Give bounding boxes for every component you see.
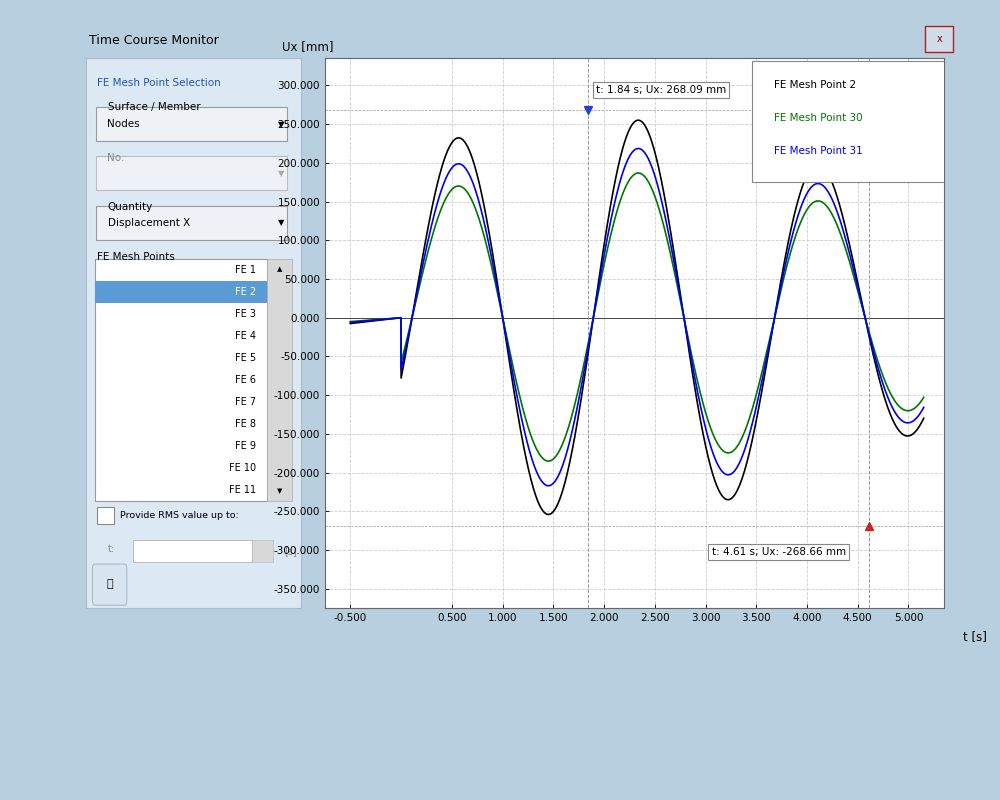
Text: Quantity: Quantity [108, 202, 153, 212]
FancyBboxPatch shape [92, 564, 127, 606]
Text: Displacement X: Displacement X [108, 218, 190, 228]
Text: Time Course Monitor: Time Course Monitor [89, 34, 218, 47]
Text: ▼: ▼ [278, 218, 285, 227]
Text: Provide RMS value up to:: Provide RMS value up to: [120, 511, 239, 520]
Text: FE 11: FE 11 [229, 485, 256, 495]
FancyBboxPatch shape [95, 259, 267, 501]
Text: FE 9: FE 9 [235, 441, 256, 451]
Text: t: 1.84 s; Ux: 268.09 mm: t: 1.84 s; Ux: 268.09 mm [596, 85, 726, 94]
Text: FE 5: FE 5 [235, 353, 256, 363]
Text: FE 8: FE 8 [235, 419, 256, 429]
Text: FE 10: FE 10 [229, 463, 256, 473]
Text: ▼: ▼ [277, 488, 282, 494]
Text: Ux [mm]: Ux [mm] [282, 40, 333, 53]
Text: FE 1: FE 1 [235, 265, 256, 275]
Text: x: x [936, 34, 942, 44]
FancyBboxPatch shape [133, 540, 252, 562]
Text: FE 7: FE 7 [235, 397, 256, 407]
Text: 🖨: 🖨 [106, 579, 113, 590]
Text: t: 4.61 s; Ux: -268.66 mm: t: 4.61 s; Ux: -268.66 mm [712, 547, 846, 558]
Text: Nodes: Nodes [108, 119, 140, 130]
Text: Surface / Member: Surface / Member [108, 102, 200, 112]
Text: ▼: ▼ [278, 120, 285, 129]
FancyBboxPatch shape [96, 107, 287, 142]
Text: No.: No. [108, 153, 125, 163]
FancyBboxPatch shape [267, 259, 292, 501]
FancyBboxPatch shape [252, 540, 273, 562]
Text: FE Mesh Point 31: FE Mesh Point 31 [774, 146, 863, 156]
Text: FE Mesh Points: FE Mesh Points [97, 252, 175, 262]
Text: FE Mesh Point 30: FE Mesh Point 30 [774, 114, 862, 123]
Text: FE 6: FE 6 [235, 375, 256, 385]
Text: FE Mesh Point Selection: FE Mesh Point Selection [97, 78, 220, 88]
Text: ▼: ▼ [278, 169, 285, 178]
FancyBboxPatch shape [95, 282, 267, 302]
Text: ▲: ▲ [277, 266, 282, 272]
Text: FE Mesh Point 2: FE Mesh Point 2 [774, 80, 856, 90]
FancyBboxPatch shape [925, 26, 953, 52]
FancyBboxPatch shape [752, 61, 947, 182]
FancyBboxPatch shape [96, 156, 287, 190]
FancyBboxPatch shape [96, 206, 287, 240]
Text: t:: t: [108, 544, 115, 554]
Text: [s]: [s] [284, 546, 297, 556]
FancyBboxPatch shape [97, 507, 114, 525]
Text: FE 2: FE 2 [235, 287, 256, 297]
Text: FE 4: FE 4 [235, 331, 256, 341]
Text: FE 3: FE 3 [235, 309, 256, 319]
Text: t [s]: t [s] [963, 630, 986, 643]
